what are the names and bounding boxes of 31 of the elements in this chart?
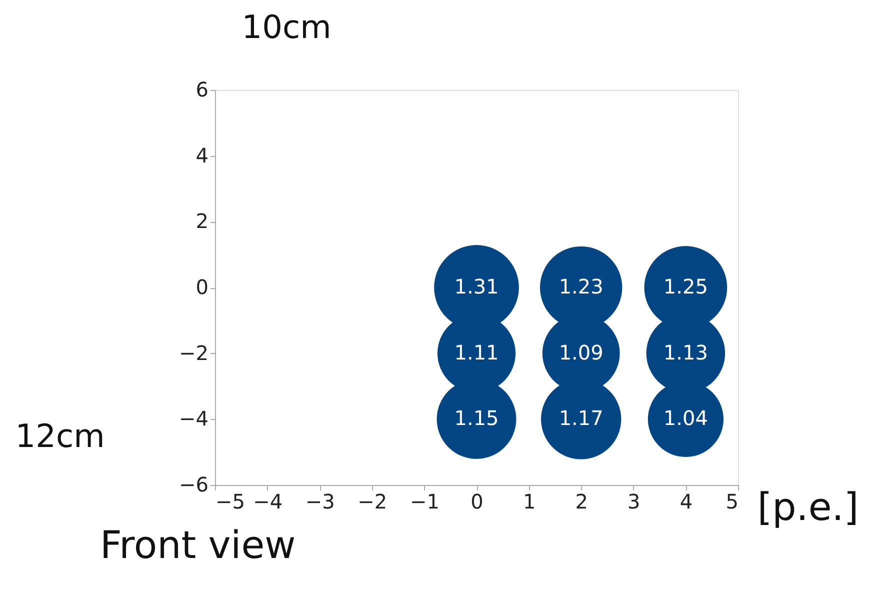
y-tick-label: 4 — [196, 143, 208, 168]
data-label: 1.23 — [558, 274, 604, 298]
data-label: 1.11 — [454, 340, 499, 364]
text: Front view — [100, 523, 296, 567]
text: [p.e.] — [757, 485, 859, 529]
y-tick-label: 6 — [196, 78, 208, 102]
data-label: 1.15 — [454, 406, 499, 430]
x-tick-label: 5 — [726, 490, 738, 514]
x-tick-label: 1 — [522, 490, 536, 514]
x-tick-label: 4 — [680, 490, 693, 514]
x-tick-label: 0 — [470, 490, 484, 514]
data-label: 1.13 — [663, 340, 708, 364]
data-label: 1.17 — [558, 406, 604, 430]
x-tick-label: −4 — [253, 490, 283, 514]
y-tick-label: −4 — [179, 406, 208, 431]
data-label: 1.04 — [663, 406, 708, 430]
x-tick-label: −1 — [410, 490, 440, 514]
y-tick-label: 0 — [196, 275, 208, 299]
x-tick-label: 3 — [628, 490, 640, 514]
y-tick-label: −2 — [179, 340, 208, 365]
data-label: 1.25 — [663, 274, 708, 298]
x-tick-label: −5 — [216, 490, 245, 514]
x-tick-label: −3 — [305, 490, 335, 514]
data-label: 1.31 — [454, 274, 499, 298]
y-tick-label: 2 — [196, 209, 208, 234]
data-label: 1.09 — [558, 340, 604, 364]
text: 12cm — [15, 417, 105, 455]
text: 10cm — [242, 8, 332, 46]
x-tick-label: −2 — [358, 490, 388, 514]
x-tick-label: 2 — [575, 490, 588, 514]
y-tick-label: −6 — [179, 472, 208, 496]
